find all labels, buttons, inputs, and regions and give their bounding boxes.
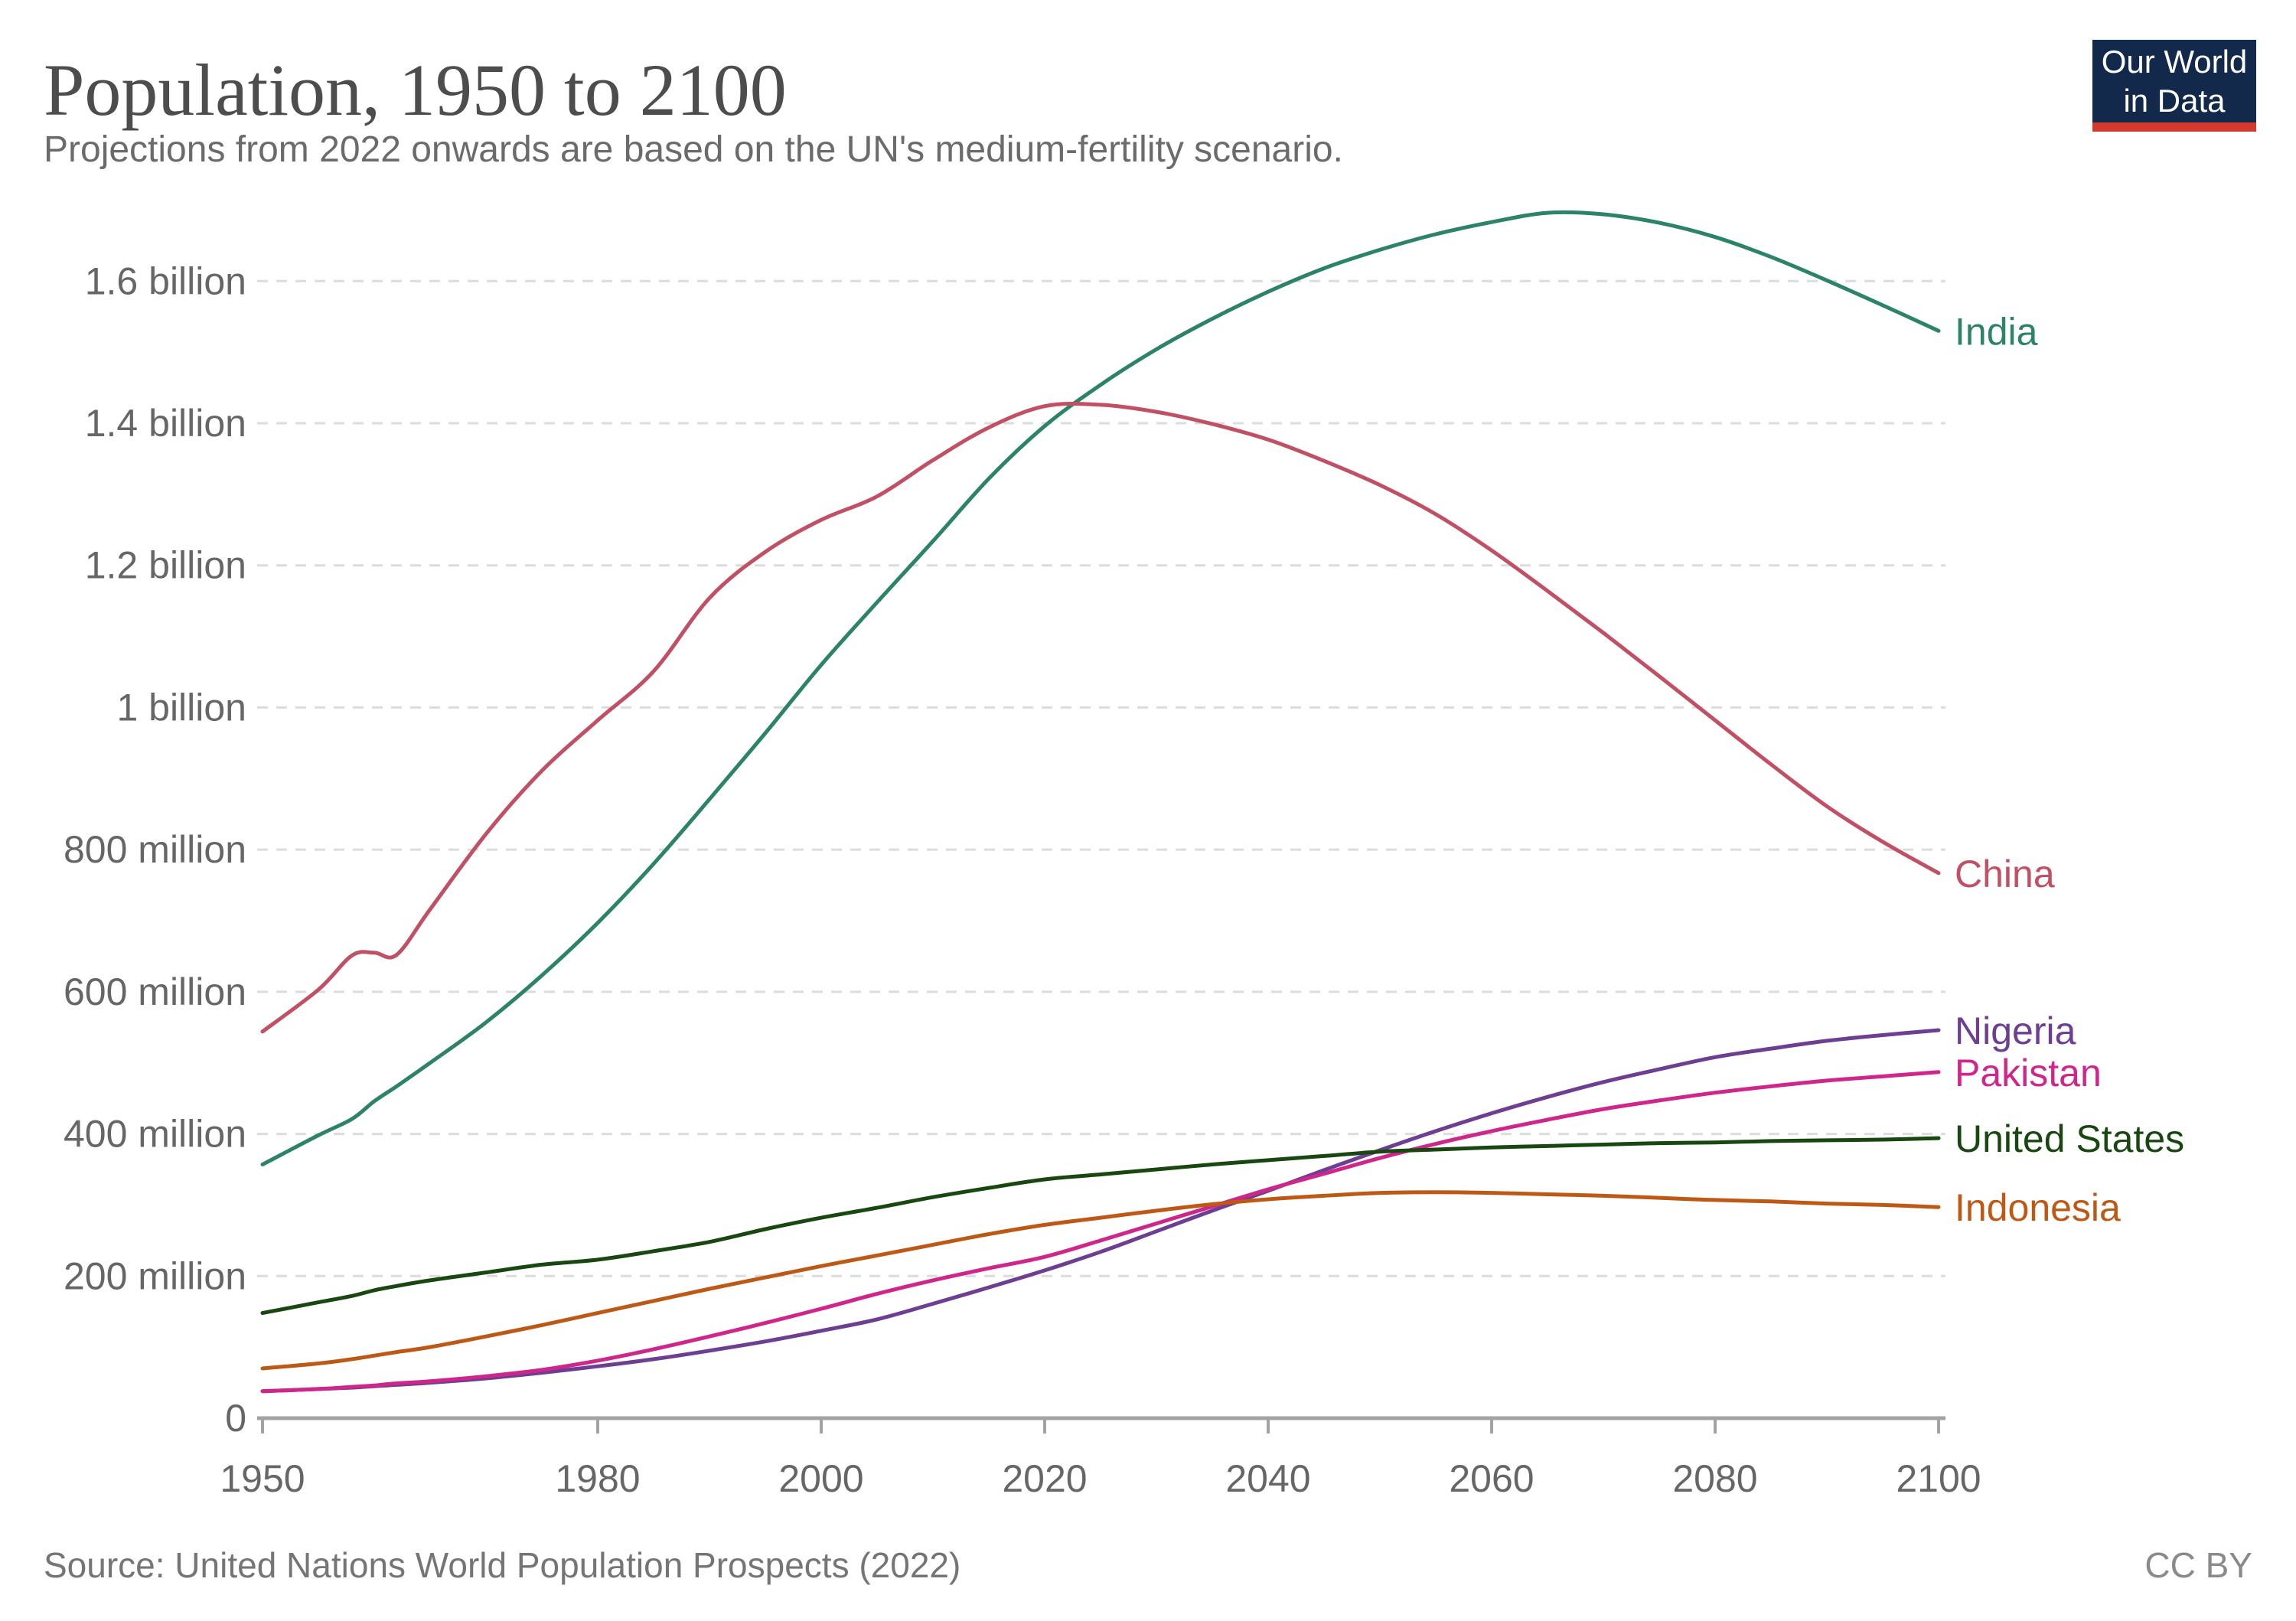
series-label-india: India — [1955, 310, 2038, 353]
series-line-pakistan — [260, 1070, 1941, 1394]
y-tick-label-200: 200 million — [64, 1254, 246, 1297]
series-line-united-states — [260, 1136, 1941, 1316]
x-tick-label-1980: 1980 — [555, 1457, 640, 1500]
owid-logo-line2: in Data — [2123, 83, 2226, 119]
x-tick-label-2020: 2020 — [1002, 1457, 1087, 1500]
license-note: CC BY — [2144, 1545, 2252, 1585]
owid-logo-line1: Our World — [2101, 43, 2248, 80]
source-note: Source: United Nations World Population … — [44, 1545, 961, 1585]
x-tick-label-1950: 1950 — [220, 1457, 305, 1500]
y-tick-label-1600: 1.6 billion — [85, 259, 246, 302]
x-tick-label-2080: 2080 — [1672, 1457, 1757, 1500]
series-line-indonesia — [260, 1190, 1941, 1371]
x-tick-label-2040: 2040 — [1225, 1457, 1310, 1500]
owid-logo: Our World in Data — [2092, 40, 2256, 132]
owid-logo-box: Our World in Data — [2092, 40, 2256, 122]
x-tick-label-2000: 2000 — [778, 1457, 863, 1500]
series-label-pakistan: Pakistan — [1955, 1052, 2102, 1094]
x-tick-label-2100: 2100 — [1896, 1457, 1981, 1500]
y-tick-label-0: 0 — [225, 1397, 246, 1440]
y-tick-label-600: 600 million — [64, 970, 246, 1013]
series-line-india — [260, 210, 1941, 1166]
y-tick-label-1400: 1.4 billion — [85, 402, 246, 445]
y-tick-label-1200: 1.2 billion — [85, 544, 246, 587]
series-line-china — [260, 402, 1941, 1034]
series-line-nigeria — [260, 1028, 1941, 1394]
x-tick-label-2060: 2060 — [1449, 1457, 1534, 1500]
series-label-united-states: United States — [1955, 1117, 2184, 1160]
series-label-china: China — [1955, 853, 2055, 895]
series-label-indonesia: Indonesia — [1955, 1186, 2121, 1229]
page-subtitle: Projections from 2022 onwards are based … — [44, 129, 1343, 170]
series-label-nigeria: Nigeria — [1955, 1009, 2076, 1052]
y-tick-label-1000: 1 billion — [116, 686, 246, 729]
y-tick-label-800: 800 million — [64, 828, 246, 871]
page-title: Population, 1950 to 2100 — [44, 49, 787, 131]
owid-logo-accent-bar — [2092, 122, 2256, 132]
y-tick-label-400: 400 million — [64, 1113, 246, 1156]
